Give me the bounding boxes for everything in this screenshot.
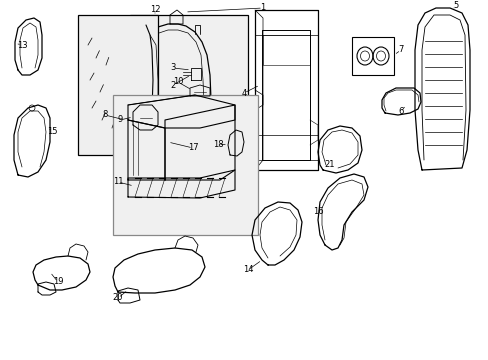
Text: 16: 16	[312, 207, 323, 216]
Text: 6: 6	[398, 108, 403, 117]
Text: 8: 8	[102, 111, 107, 120]
Text: 15: 15	[47, 127, 57, 136]
Text: 10: 10	[172, 77, 183, 86]
Bar	[78, 15, 158, 155]
Text: 21: 21	[324, 161, 335, 170]
Polygon shape	[128, 95, 235, 128]
Text: 13: 13	[17, 40, 27, 49]
Bar	[113, 95, 258, 235]
Text: 4: 4	[241, 89, 246, 98]
Text: 12: 12	[149, 5, 160, 14]
Text: 18: 18	[212, 140, 223, 149]
Text: 11: 11	[113, 177, 123, 186]
Text: 2: 2	[170, 81, 175, 90]
Text: 19: 19	[53, 278, 63, 287]
Text: 17: 17	[187, 144, 198, 153]
Text: 1: 1	[260, 4, 265, 13]
Text: 5: 5	[452, 1, 458, 10]
Text: 14: 14	[242, 265, 253, 274]
Text: 20: 20	[113, 293, 123, 302]
Text: 7: 7	[398, 45, 403, 54]
Text: 3: 3	[170, 63, 175, 72]
Bar	[351, 37, 393, 75]
Text: 9: 9	[117, 116, 122, 125]
Bar	[130, 15, 247, 165]
